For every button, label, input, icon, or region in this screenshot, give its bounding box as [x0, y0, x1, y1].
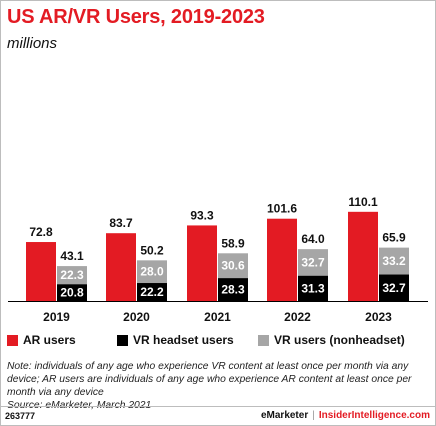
value-label-vr-total-2022: 64.0: [301, 232, 325, 246]
bar-ar-users-2020: [106, 233, 136, 301]
footer-brand: eMarketer | InsiderIntelligence.com: [261, 410, 430, 421]
bar-vr-nonheadset-users-2019: [57, 266, 87, 285]
legend-label-ar-users: AR users: [23, 333, 76, 347]
value-label-vr-nonheadset-users-2021: 30.6: [221, 259, 245, 273]
x-tick-label-2019: 2019: [43, 310, 70, 324]
bar-vr-headset-users-2021: [218, 278, 248, 301]
chart-subtitle: millions: [7, 35, 58, 52]
bar-vr-headset-users-2020: [137, 283, 167, 301]
value-label-vr-total-2019: 43.1: [60, 249, 84, 263]
legend-label-vr-nonheadset-users: VR users (nonheadset): [274, 333, 405, 347]
value-label-vr-total-2020: 50.2: [140, 243, 164, 257]
note-text: Note: individuals of any age who experie…: [7, 361, 412, 398]
legend-swatch-ar-users: [7, 334, 18, 346]
legend-item-vr-headset-users: VR headset users: [117, 333, 234, 347]
value-label-vr-headset-users-2021: 28.3: [221, 283, 245, 297]
bar-vr-nonheadset-users-2021: [218, 253, 248, 279]
chart-title: US AR/VR Users, 2019-2023: [7, 6, 265, 28]
value-label-ar-users-2022: 101.6: [267, 202, 297, 216]
value-label-vr-total-2023: 65.9: [382, 231, 406, 245]
value-label-vr-nonheadset-users-2023: 33.2: [382, 254, 406, 268]
value-label-ar-users-2021: 93.3: [190, 208, 214, 222]
x-tick-label-2021: 2021: [204, 310, 231, 324]
x-tick-label-2022: 2022: [284, 310, 311, 324]
bar-ar-users-2019: [26, 242, 56, 301]
brand-emarketer: eMarketer: [260, 410, 309, 421]
brand-separator: |: [312, 410, 315, 421]
value-label-vr-nonheadset-users-2020: 28.0: [140, 265, 164, 279]
value-label-vr-headset-users-2020: 22.2: [140, 285, 164, 299]
value-label-ar-users-2023: 110.1: [348, 195, 378, 209]
value-label-vr-headset-users-2022: 31.3: [301, 281, 325, 295]
value-label-ar-users-2019: 72.8: [29, 225, 53, 239]
chart-legend: AR users VR headset users VR users (nonh…: [0, 333, 436, 347]
chart-note: Note: individuals of any age who experie…: [7, 360, 431, 412]
value-label-vr-nonheadset-users-2022: 32.7: [301, 255, 325, 269]
bar-vr-headset-users-2019: [57, 284, 87, 301]
value-label-vr-total-2021: 58.9: [221, 236, 245, 250]
bar-vr-headset-users-2023: [379, 274, 409, 301]
source-text: Source: eMarketer, March 2021: [7, 399, 431, 412]
bar-ar-users-2022: [267, 218, 297, 301]
bar-vr-nonheadset-users-2023: [379, 247, 409, 275]
value-label-vr-nonheadset-users-2019: 22.3: [60, 268, 84, 282]
footer-divider: [0, 406, 436, 407]
value-label-vr-headset-users-2023: 32.7: [382, 281, 406, 295]
legend-swatch-vr-nonheadset-users: [258, 334, 269, 346]
legend-swatch-vr-headset-users: [117, 334, 128, 346]
legend-item-vr-nonheadset-users: VR users (nonheadset): [258, 333, 405, 347]
bar-vr-nonheadset-users-2020: [137, 260, 167, 284]
legend-item-ar-users: AR users: [7, 333, 76, 347]
value-label-vr-headset-users-2019: 20.8: [60, 286, 84, 300]
x-tick-label-2023: 2023: [365, 310, 392, 324]
legend-label-vr-headset-users: VR headset users: [133, 333, 234, 347]
bar-ar-users-2021: [187, 225, 217, 301]
brand-insiderintelligence: InsiderIntelligence.com: [318, 410, 430, 421]
bar-chart: 72.8 20.8 22.3 43.1 2019 83.7 22.2 28.0 50.2 2020…: [8, 195, 428, 324]
value-label-ar-users-2020: 83.7: [109, 216, 133, 230]
chart-id: 263777: [5, 411, 36, 421]
bar-vr-headset-users-2022: [298, 275, 328, 301]
bar-vr-nonheadset-users-2022: [298, 249, 328, 276]
x-tick-label-2020: 2020: [123, 310, 150, 324]
bar-ar-users-2023: [348, 211, 378, 301]
